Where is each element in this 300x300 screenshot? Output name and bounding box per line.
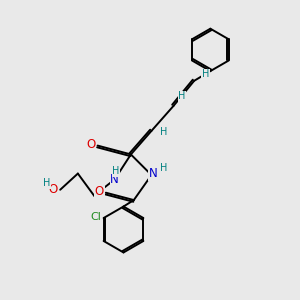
Text: H: H bbox=[160, 163, 167, 173]
Text: O: O bbox=[48, 183, 57, 196]
Text: O: O bbox=[86, 139, 96, 152]
Text: H: H bbox=[112, 166, 120, 176]
Text: H: H bbox=[160, 127, 167, 137]
Text: N: N bbox=[148, 167, 157, 180]
Text: H: H bbox=[178, 92, 185, 101]
Text: O: O bbox=[95, 185, 104, 198]
Text: Cl: Cl bbox=[90, 212, 101, 221]
Text: H: H bbox=[43, 178, 51, 188]
Text: N: N bbox=[110, 173, 119, 186]
Text: H: H bbox=[202, 69, 209, 79]
